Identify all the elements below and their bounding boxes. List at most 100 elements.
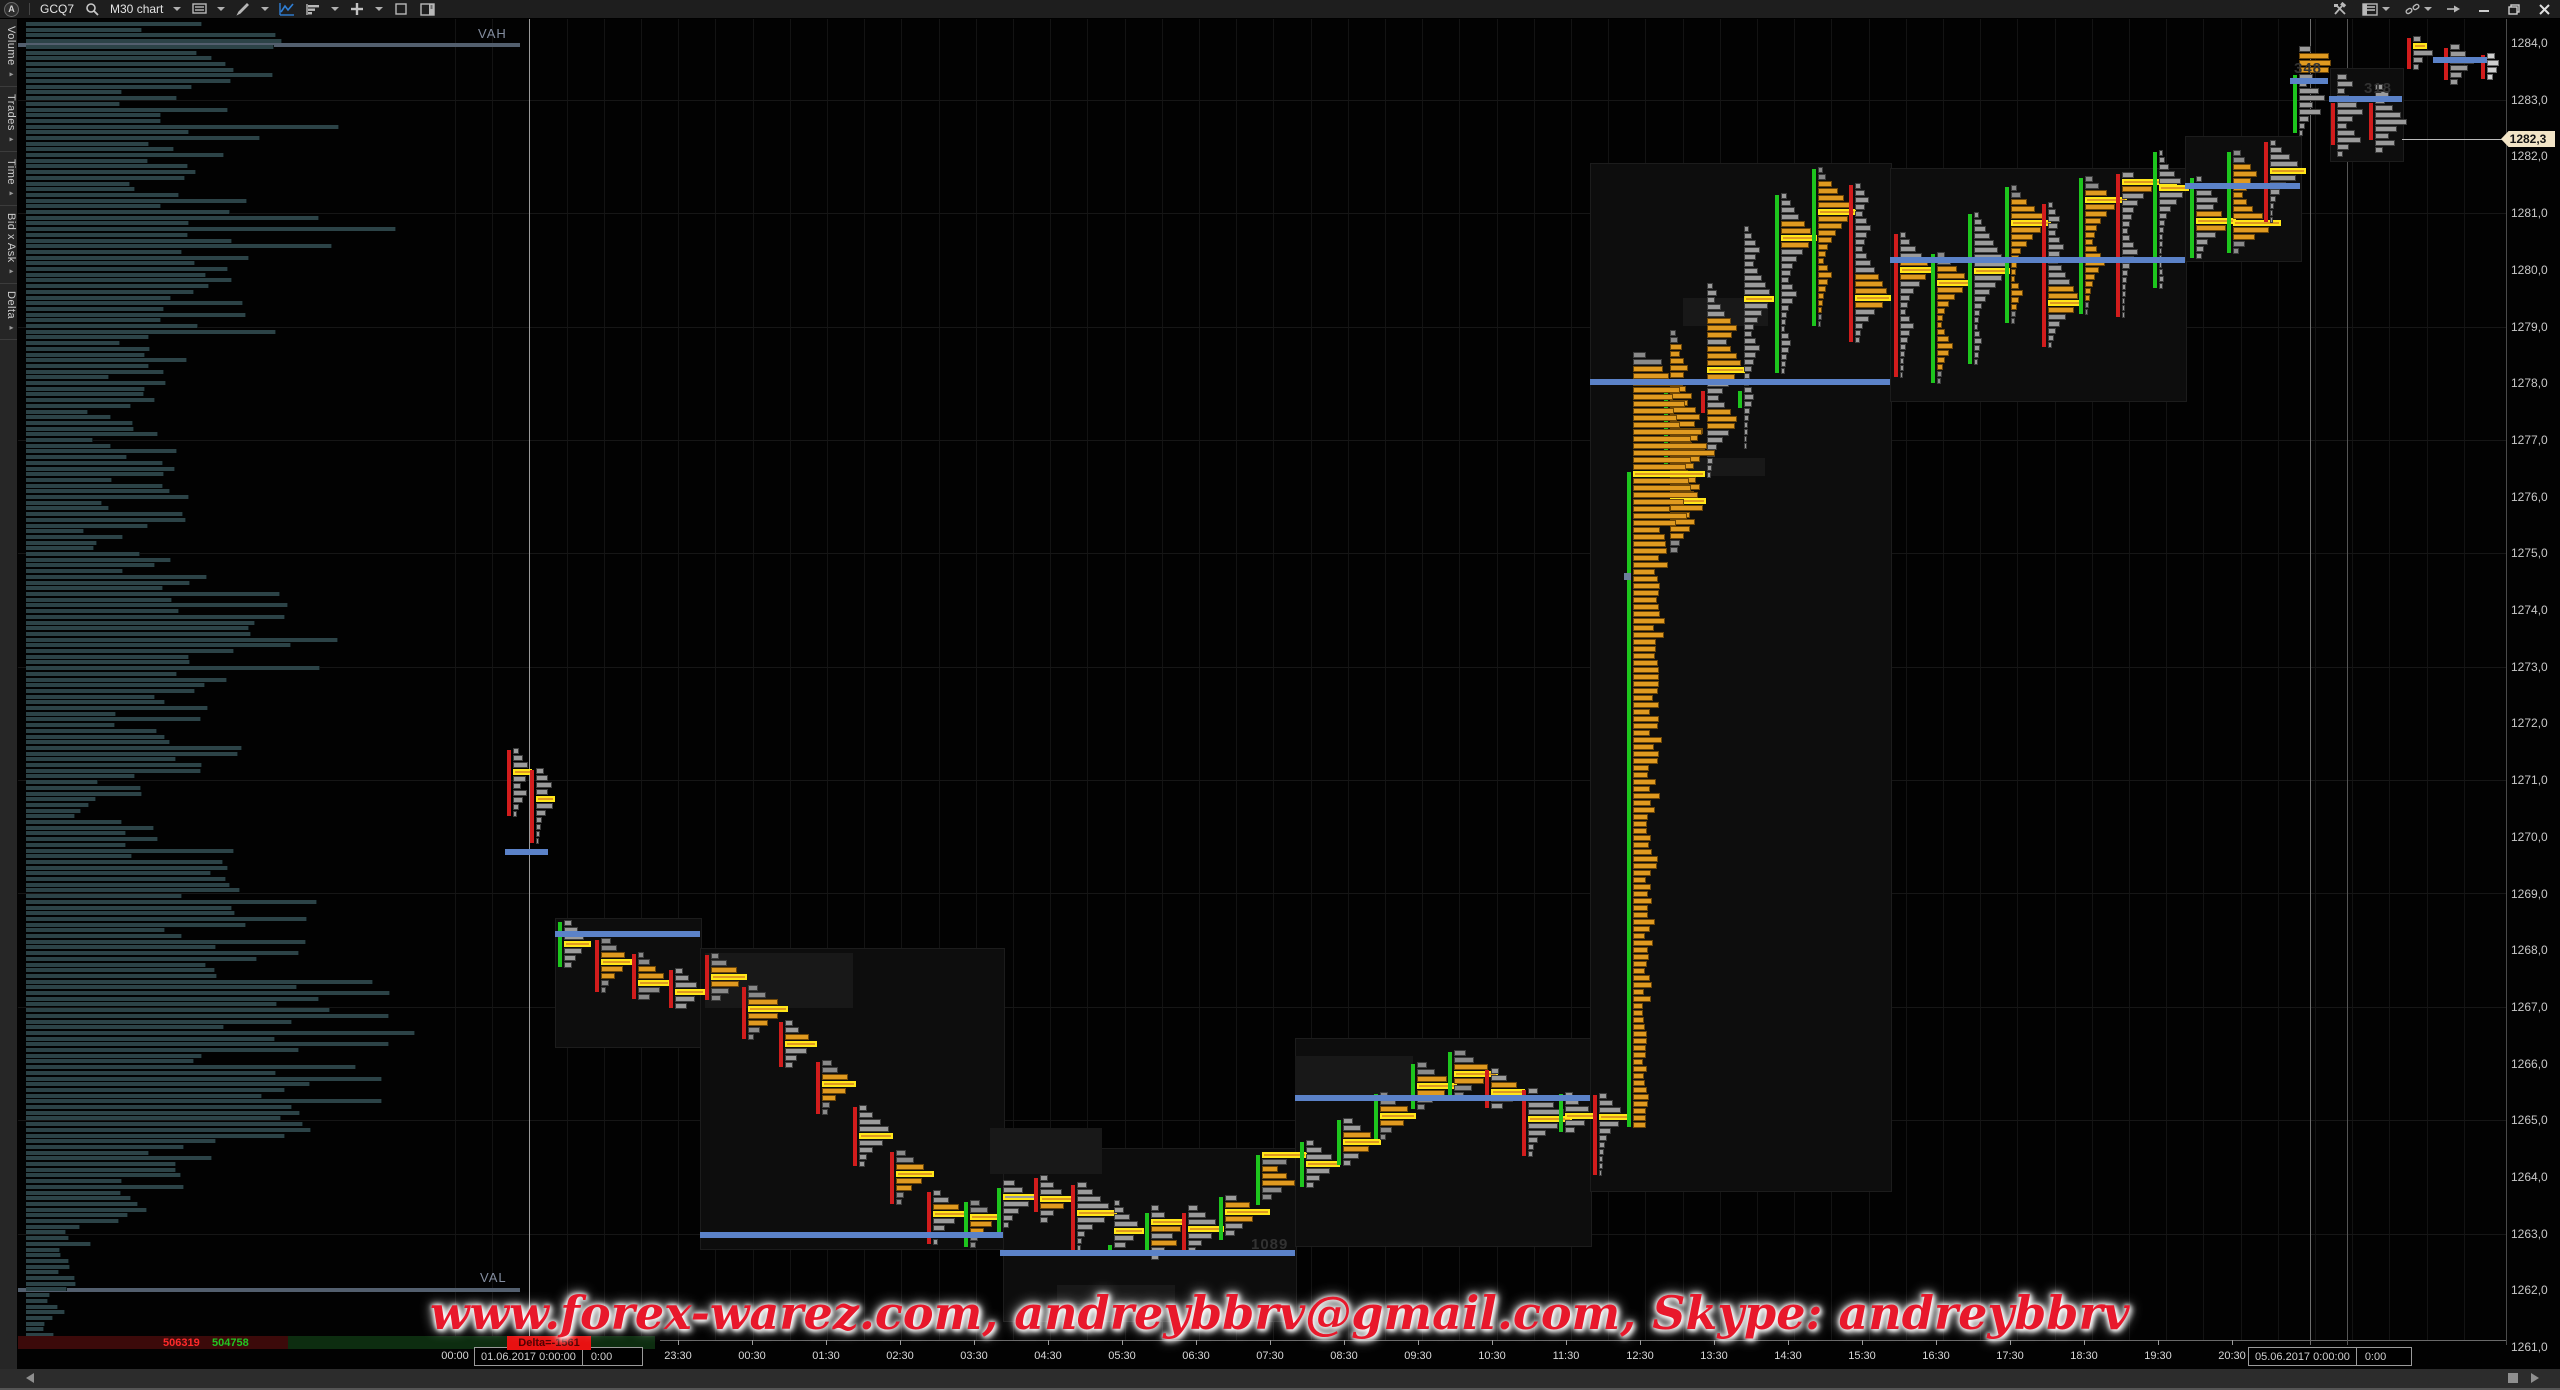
footprint-cell bbox=[601, 952, 625, 958]
footprint-cell bbox=[1900, 239, 1910, 245]
footprint-cell bbox=[513, 748, 519, 754]
minimize-icon[interactable] bbox=[2476, 1, 2492, 17]
footprint-cell bbox=[1974, 352, 1979, 358]
footprint-cell bbox=[2122, 186, 2152, 192]
footprint-cell bbox=[2487, 74, 2493, 80]
add-icon[interactable] bbox=[349, 1, 365, 17]
footprint-cell bbox=[1633, 716, 1659, 722]
app-logo-icon[interactable]: A bbox=[4, 1, 19, 17]
volume-profile-bar bbox=[26, 997, 319, 1001]
chart-type-icon[interactable] bbox=[191, 1, 207, 17]
time-axis-label: 18:30 bbox=[2070, 1350, 2098, 1362]
chart-type-caret-icon[interactable] bbox=[217, 7, 226, 11]
footprint-cell bbox=[536, 789, 548, 795]
candle-down bbox=[1593, 1095, 1597, 1175]
footprint-cell bbox=[1633, 1094, 1649, 1100]
footprint-cell bbox=[1114, 1242, 1126, 1248]
volume-profile-bar bbox=[26, 1168, 176, 1172]
link-icon[interactable] bbox=[2404, 1, 2420, 17]
footprint-cell bbox=[2011, 241, 2027, 247]
footprint-cell bbox=[2085, 302, 2089, 308]
pencil-icon[interactable] bbox=[235, 1, 251, 17]
scroll-left-arrow-icon[interactable] bbox=[26, 1373, 34, 1383]
volume-profile-bar bbox=[26, 1094, 262, 1098]
time-axis-label: 15:30 bbox=[1848, 1350, 1876, 1362]
volume-profile-bar bbox=[26, 1042, 389, 1046]
sidebar-item-trades[interactable]: Trades ▸ bbox=[0, 87, 17, 152]
timeframe-caret-icon[interactable] bbox=[173, 7, 182, 11]
link-caret-icon[interactable] bbox=[2424, 7, 2432, 11]
footprint-cell bbox=[2011, 311, 2016, 317]
timeframe-label[interactable]: M30 chart bbox=[110, 2, 164, 16]
footprint-cell bbox=[2048, 272, 2066, 278]
footprint-cell bbox=[1380, 1113, 1416, 1119]
templates-icon[interactable] bbox=[2362, 1, 2378, 17]
footprint-cell bbox=[1974, 268, 2010, 274]
volume-profile-bar bbox=[26, 51, 197, 55]
footprint-cell bbox=[1380, 1106, 1408, 1112]
footprint-cell bbox=[2413, 43, 2427, 49]
footprint-cell bbox=[1744, 240, 1756, 246]
time-axis-tick bbox=[974, 1340, 975, 1345]
search-icon[interactable] bbox=[84, 1, 100, 17]
volume-profile-bar bbox=[26, 244, 332, 248]
footprint-cell bbox=[2233, 220, 2281, 226]
sidebar-item-bid-x-ask[interactable]: Bid x Ask ▸ bbox=[0, 206, 17, 284]
add-caret-icon[interactable] bbox=[375, 7, 384, 11]
clusters-caret-icon[interactable] bbox=[331, 7, 340, 11]
close-icon[interactable] bbox=[2536, 1, 2552, 17]
volume-profile-bar bbox=[26, 187, 135, 191]
sidebar-item-caret-icon: ▸ bbox=[7, 134, 16, 144]
footprint-cell bbox=[1900, 330, 1910, 336]
footprint-cell bbox=[933, 1197, 949, 1203]
time-axis-label: 06:30 bbox=[1182, 1350, 1210, 1362]
templates-caret-icon[interactable] bbox=[2382, 7, 2390, 11]
panel-icon[interactable] bbox=[419, 1, 435, 17]
scroll-stop-icon[interactable] bbox=[2508, 1373, 2518, 1383]
footprint-cell bbox=[1744, 254, 1756, 260]
scroll-right-arrow-icon[interactable] bbox=[2531, 1373, 2539, 1383]
sidebar-item-caret-icon: ▸ bbox=[7, 69, 16, 79]
footprint-cell bbox=[1974, 296, 1986, 302]
sidebar-item-volume[interactable]: Volume ▸ bbox=[0, 19, 17, 87]
footprint-cell bbox=[970, 1221, 992, 1227]
footprint-cell bbox=[2299, 46, 2311, 52]
sidebar-item-time[interactable]: Time ▸ bbox=[0, 152, 17, 206]
footprint-cell bbox=[1707, 290, 1717, 296]
footprint-cell bbox=[1114, 1228, 1144, 1234]
footprint-cell bbox=[1900, 295, 1910, 301]
region-icon[interactable] bbox=[393, 1, 409, 17]
time-axis-tick bbox=[1492, 1340, 1493, 1345]
footprint-cell bbox=[2196, 239, 2208, 245]
volume-profile-bar bbox=[26, 284, 209, 288]
vertical-gridline bbox=[1534, 19, 1535, 1340]
pin-icon[interactable] bbox=[2446, 1, 2462, 17]
sidebar-item-delta[interactable]: Delta ▸ bbox=[0, 284, 17, 340]
session-poc-line bbox=[2185, 183, 2300, 189]
footprint-cell bbox=[1633, 793, 1660, 799]
volume-profile-bar bbox=[26, 546, 94, 550]
symbol-label[interactable]: GCQ7 bbox=[40, 2, 75, 16]
pencil-caret-icon[interactable] bbox=[261, 7, 270, 11]
time-axis-tick bbox=[1714, 1340, 1715, 1345]
indicator-icon[interactable] bbox=[279, 1, 295, 17]
footprint-cell bbox=[2085, 225, 2097, 231]
volume-profile-bar bbox=[26, 1248, 60, 1252]
tools-icon[interactable] bbox=[2332, 1, 2348, 17]
footprint-cell bbox=[1040, 1210, 1054, 1216]
footprint-cell bbox=[2375, 105, 2393, 111]
sidebar-item-caret-icon: ▸ bbox=[7, 188, 16, 198]
footprint-cell bbox=[1528, 1116, 1572, 1122]
volume-profile-bar bbox=[26, 854, 132, 858]
candle-down bbox=[927, 1192, 931, 1244]
footprint-cell bbox=[822, 1088, 846, 1094]
footprint-cell bbox=[1781, 291, 1797, 297]
horizontal-scrollbar[interactable] bbox=[0, 1369, 2560, 1388]
volume-profile-bar bbox=[26, 729, 157, 733]
footprint-cell bbox=[2048, 244, 2064, 250]
volume-profile-bar bbox=[26, 113, 161, 117]
footprint-cell bbox=[1707, 409, 1731, 415]
clusters-icon[interactable] bbox=[305, 1, 321, 17]
restore-icon[interactable] bbox=[2506, 1, 2522, 17]
footprint-cell bbox=[1633, 401, 1685, 407]
